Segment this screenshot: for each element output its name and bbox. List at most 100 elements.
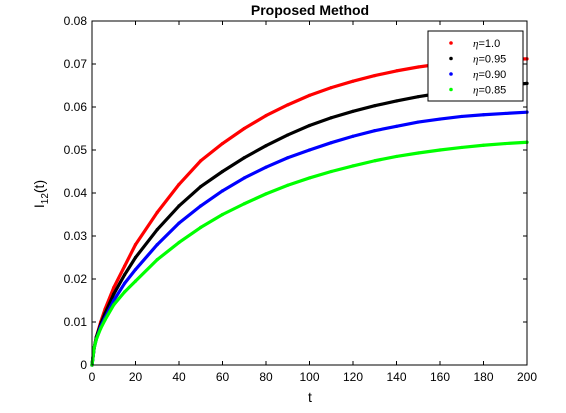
y-tick-label: 0.08 (64, 14, 88, 28)
series-1-point (351, 109, 355, 113)
legend: η=1.0η=0.95η=0.90η=0.85 (427, 30, 524, 102)
y-tick-label: 0.06 (64, 100, 88, 114)
legend-label-0: η=1.0 (473, 38, 500, 50)
series-3-point (133, 279, 138, 283)
y-tick-label: 0.03 (64, 229, 88, 243)
series-3-point (242, 202, 246, 206)
y-axis-title-subscript: 12 (40, 193, 51, 205)
x-axis-title: t (308, 389, 312, 405)
series-0-point (351, 79, 355, 83)
legend-marker-2 (449, 72, 453, 76)
series-3-point (351, 164, 355, 168)
series-2-point (416, 120, 420, 124)
legend-label-3: η=0.85 (473, 85, 506, 97)
series-3-point (103, 318, 107, 322)
series-3-point (99, 326, 103, 331)
series-2-point (307, 148, 312, 152)
series-2-point (199, 204, 203, 208)
series-2-point (394, 124, 399, 128)
series-0-point (307, 93, 312, 97)
legend-box (427, 30, 524, 102)
legend-label-value: =1.0 (478, 38, 500, 50)
series-0-point (373, 74, 377, 78)
series-3-point (177, 240, 181, 245)
series-2-point (220, 189, 225, 193)
series-3-point (503, 141, 507, 146)
series-2-point (460, 114, 464, 119)
legend-label-value: =0.90 (478, 69, 506, 81)
series-1-point (123, 273, 127, 277)
y-axis-title-main: I (31, 204, 47, 208)
x-tick-label: 20 (129, 370, 143, 384)
series-2-point (481, 113, 486, 117)
series-3-point (373, 159, 377, 163)
legend-label-1: η=0.95 (473, 54, 506, 66)
y-tick-label: 0.04 (64, 186, 88, 200)
series-3-point (394, 154, 399, 159)
series-1-point (112, 292, 116, 296)
series-3-point (329, 169, 333, 174)
series-2-point (264, 165, 268, 169)
legend-label-value: =0.95 (478, 54, 506, 66)
series-2-point (123, 281, 127, 285)
series-1-point (199, 184, 203, 189)
x-tick-label: 60 (216, 370, 230, 384)
legend-label-symbol: η (473, 38, 478, 50)
legend-marker-3 (449, 87, 453, 92)
chart-title: Proposed Method (251, 2, 369, 18)
series-0-point (177, 182, 181, 186)
series-1-point (220, 169, 225, 174)
x-tick-label: 120 (343, 370, 363, 384)
series-0-point (242, 126, 246, 131)
legend-marker-1 (449, 56, 453, 61)
legend-label-symbol: η (473, 69, 478, 81)
series-3-point (220, 212, 225, 217)
series-2-point (155, 243, 159, 247)
series-1-point (286, 133, 290, 137)
series-line-3 (90, 140, 529, 367)
y-axis-title: I12(t) (31, 180, 51, 208)
series-0-point (199, 159, 203, 163)
series-0-point (123, 264, 127, 268)
series-3-point (438, 148, 442, 152)
series-1-point (264, 144, 268, 148)
series-0-point (286, 103, 290, 107)
series-0-point (394, 69, 399, 73)
x-tick-label: 180 (473, 370, 493, 384)
y-tick-label: 0 (80, 358, 87, 372)
x-tick-label: 0 (89, 370, 96, 384)
series-1-point (416, 95, 420, 99)
series-3-point (460, 145, 464, 150)
legend-label-2: η=0.90 (473, 69, 506, 81)
series-3-point (264, 192, 268, 196)
series-3-point (199, 225, 203, 229)
series-0-point (264, 114, 268, 118)
series-2-point (133, 267, 138, 272)
series-1-point (373, 104, 377, 108)
series-2-point (286, 156, 290, 160)
series-0-point (329, 86, 333, 90)
series-0-point (416, 65, 420, 69)
x-tick-label: 200 (517, 370, 537, 384)
series-1-point (242, 156, 246, 160)
legend-label-symbol: η (473, 85, 478, 97)
series-1-point (133, 255, 138, 260)
series-0-point (133, 243, 138, 247)
legend-label-value: =0.85 (478, 85, 506, 97)
series-1-point (307, 123, 312, 128)
series-2-point (351, 134, 355, 138)
series-3-point (92, 346, 96, 350)
series-1-point (177, 204, 181, 208)
series-2-point (329, 141, 333, 145)
series-3-point (416, 151, 420, 155)
series-3-point (112, 303, 116, 307)
series-2-point (242, 176, 246, 180)
series-3-point (94, 337, 98, 341)
series-3-point (286, 183, 290, 187)
series-1-point (155, 227, 159, 232)
legend-marker-0 (449, 41, 453, 45)
x-tick-label: 160 (430, 370, 450, 384)
series-3-point (307, 176, 312, 180)
